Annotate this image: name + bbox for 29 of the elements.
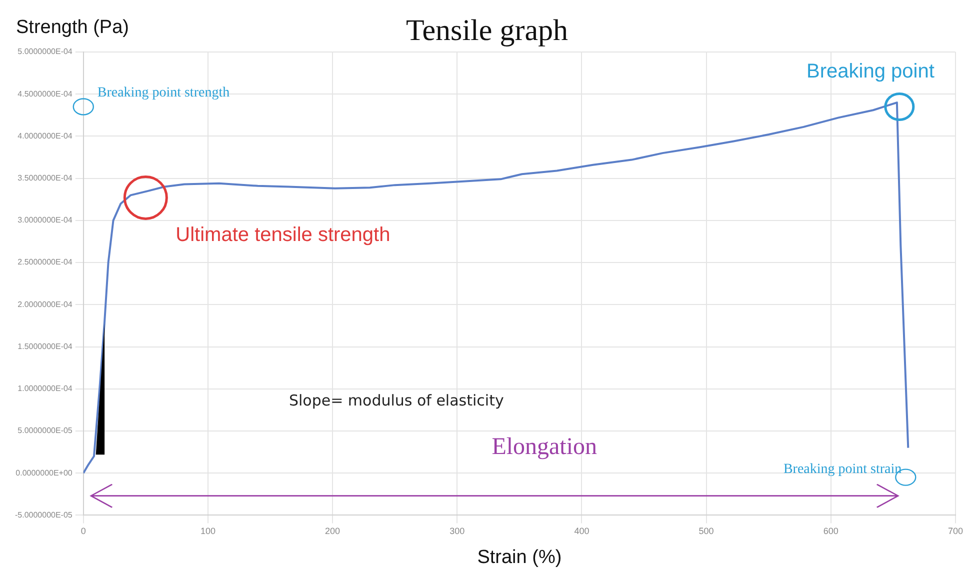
y-tick-label: 2.5000000E-04 [18, 258, 73, 267]
x-tick-label: 300 [450, 526, 465, 536]
y-tick-label: 3.5000000E-04 [18, 174, 73, 183]
x-tick-label: 500 [698, 526, 714, 536]
annotation: Breaking point strain [783, 462, 902, 477]
y-tick-label: 4.5000000E-04 [18, 89, 73, 98]
x-tick-label: 700 [948, 526, 964, 536]
y-tick-label: 2.0000000E-04 [18, 300, 73, 309]
y-tick-label: 1.5000000E-04 [18, 342, 73, 351]
x-tick-label: 0 [80, 526, 86, 536]
annotation: Breaking point strength [97, 85, 230, 100]
x-tick-label: 100 [200, 526, 216, 536]
y-tick-label: 4.0000000E-04 [18, 131, 73, 140]
y-tick-label: -5.0000000E-05 [14, 510, 73, 520]
annotation: Breaking point [806, 60, 935, 82]
annotation: Ultimate tensile strength [176, 224, 390, 246]
x-tick-label: 400 [574, 526, 590, 536]
chart-title: Tensile graph [406, 14, 568, 47]
y-axis-title: Strength (Pa) [16, 17, 129, 38]
y-tick-label: 0.0000000E+00 [16, 468, 73, 478]
annotation: Slope= modulus of elasticity [288, 391, 504, 410]
y-tick-label: 5.0000000E-05 [18, 426, 73, 436]
y-tick-label: 1.0000000E-04 [18, 384, 73, 394]
x-axis-title: Strain (%) [477, 547, 562, 568]
y-tick-label: 5.0000000E-04 [18, 47, 73, 56]
y-tick-label: 3.0000000E-04 [18, 216, 73, 225]
x-tick-label: 600 [823, 526, 838, 536]
x-tick-label: 200 [325, 526, 340, 536]
annotation: Elongation [492, 434, 598, 460]
